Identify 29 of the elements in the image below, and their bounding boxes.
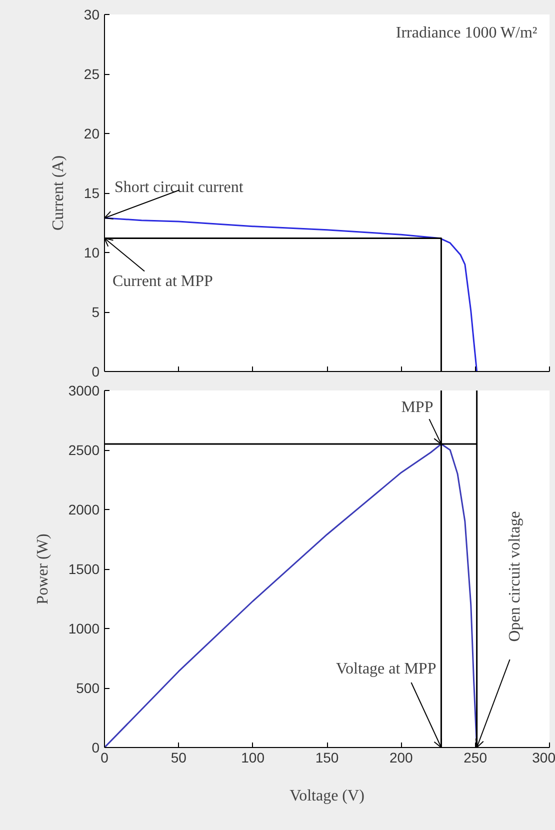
- y-tick-label: 1000: [68, 620, 100, 636]
- annotation: Voltage at MPP: [336, 660, 436, 678]
- y-tick-label: 500: [76, 680, 100, 696]
- y-tick-label: 10: [84, 244, 100, 260]
- annotation: Current at MPP: [112, 273, 214, 290]
- y-tick-label: 15: [84, 185, 100, 201]
- annotation: MPP: [401, 399, 434, 416]
- y-axis-title: Power (W): [34, 534, 52, 604]
- y-tick-label: 0: [92, 740, 100, 756]
- annotation: Open circuit voltage: [506, 511, 524, 642]
- y-tick-label: 1500: [68, 561, 100, 577]
- y-tick-label: 2500: [68, 442, 100, 458]
- y-tick-label: 5: [92, 304, 100, 320]
- x-tick-label: 250: [464, 750, 488, 766]
- x-axis-title: Voltage (V): [290, 788, 364, 804]
- y-tick-label: 3000: [68, 382, 100, 398]
- y-axis-title: Current (A): [50, 155, 67, 231]
- y-tick-label: 2000: [68, 502, 100, 518]
- x-tick-label: 300: [532, 750, 555, 766]
- x-tick-label: 200: [389, 750, 414, 766]
- y-tick-label: 20: [84, 126, 100, 142]
- annotation: Irradiance 1000 W/m²: [396, 24, 538, 42]
- x-tick-label: 150: [315, 750, 339, 766]
- y-tick-label: 30: [84, 6, 100, 22]
- x-tick-label: 50: [170, 750, 187, 766]
- annotation: Short circuit current: [114, 178, 244, 196]
- x-tick-label: 100: [241, 750, 265, 766]
- y-tick-label: 0: [92, 364, 100, 380]
- y-tick-label: 25: [84, 66, 100, 82]
